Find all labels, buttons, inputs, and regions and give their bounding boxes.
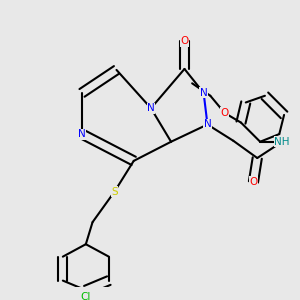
Text: N: N	[204, 119, 211, 130]
Text: Cl: Cl	[81, 292, 91, 300]
Text: S: S	[111, 187, 118, 196]
Text: N: N	[78, 129, 86, 139]
Text: O: O	[220, 108, 229, 118]
Text: O: O	[180, 36, 189, 46]
Text: N: N	[200, 88, 208, 98]
Text: N: N	[147, 103, 155, 113]
Text: NH: NH	[274, 137, 290, 147]
Text: O: O	[249, 177, 258, 187]
